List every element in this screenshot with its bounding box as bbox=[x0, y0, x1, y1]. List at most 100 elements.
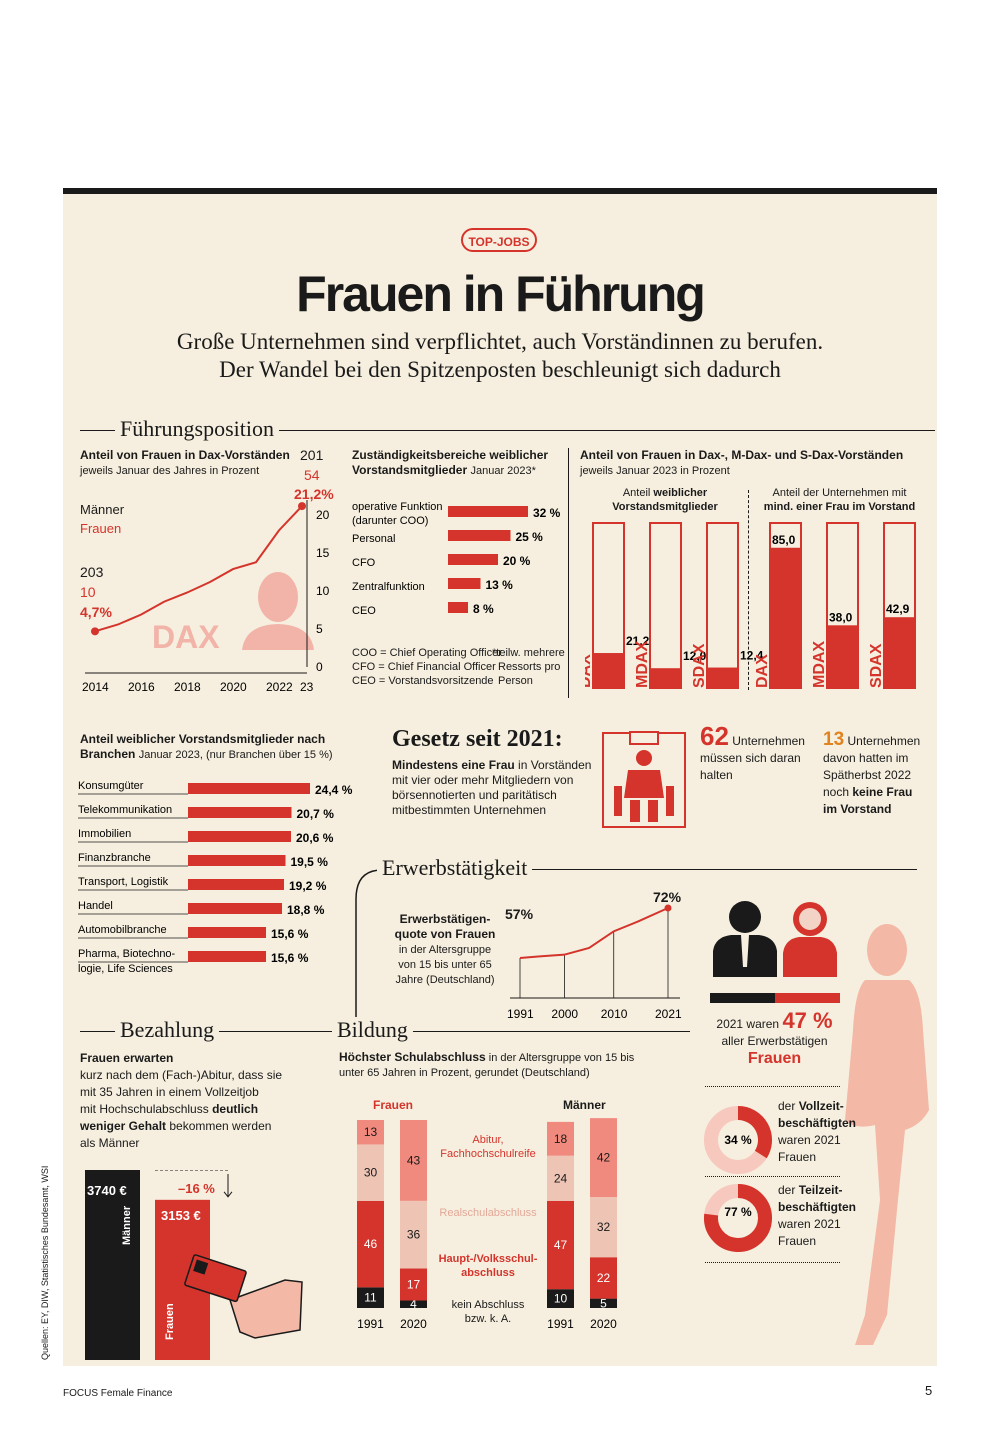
section-rule-bildung bbox=[360, 1031, 690, 1032]
count-62-text-2: müssen sich daran bbox=[700, 751, 801, 765]
index-bar bbox=[770, 547, 801, 688]
left-heading-b: weiblicher bbox=[653, 487, 708, 499]
dax-icon-label: DAX bbox=[152, 619, 220, 655]
legend-women: Frauen bbox=[80, 521, 122, 536]
erwerb-label-4: von 15 bis unter 65 bbox=[398, 959, 492, 971]
dax-y-tick: 10 bbox=[316, 584, 330, 598]
section-title-erwerb: Erwerbstätigkeit bbox=[377, 855, 533, 881]
bildung-segment-label: 46 bbox=[364, 1237, 378, 1251]
bezahlung-text-6: weniger Gehalt bbox=[80, 1119, 167, 1133]
section-rule-erwerb bbox=[380, 869, 917, 870]
erwerb-label-1: Erwerbstätigen- bbox=[399, 912, 491, 926]
salary-diff: –16 % bbox=[178, 1181, 215, 1196]
index-bar bbox=[650, 668, 681, 688]
bildung-stacked-chart: 11 46 30 13 1991 4 17 36 43 2020 10 47 24 18 1991 5 22 32… bbox=[357, 1118, 617, 1331]
bildung-segment bbox=[400, 1200, 427, 1269]
salary-chart bbox=[85, 1170, 303, 1360]
bildung-segment bbox=[547, 1289, 574, 1308]
gesetz-bold: Mindestens eine Frau bbox=[392, 758, 515, 772]
branchen-value-label: 20,7 % bbox=[297, 807, 335, 821]
people-icon bbox=[710, 901, 840, 1003]
left-heading-c: Vorstandsmitglieder bbox=[612, 501, 718, 513]
men-salary-value: 3740 € bbox=[87, 1183, 127, 1198]
right-heading-b: mind. einer Frau im Vorstand bbox=[763, 501, 916, 513]
vollzeit-text: der Vollzeit- beschäftigten waren 2021 F… bbox=[778, 1098, 856, 1166]
bezahlung-text-1: Frauen erwarten bbox=[80, 1051, 174, 1065]
bildung-women-label: Frauen bbox=[373, 1098, 414, 1112]
dax-x-tick: 2018 bbox=[174, 680, 201, 694]
vollzeit-text-2: Vollzeit- bbox=[798, 1099, 844, 1113]
index-bar-frame bbox=[649, 522, 682, 689]
erwerb-x-tick: 2010 bbox=[601, 1007, 628, 1021]
branchen-bar bbox=[188, 879, 284, 890]
branchen-category-label: Finanzbranche bbox=[78, 852, 151, 864]
index-category-label: DAX bbox=[585, 654, 594, 688]
bezahlung-text-8: als Männer bbox=[80, 1136, 140, 1150]
teilzeit-text-4: waren 2021 bbox=[778, 1217, 841, 1231]
erwerb-women-line bbox=[519, 907, 669, 959]
bildung-segment bbox=[357, 1287, 384, 1308]
resp-value-label: 32 % bbox=[533, 506, 561, 520]
dax-y-tick: 20 bbox=[316, 508, 330, 522]
branchen-category-label: Transport, Logistik bbox=[78, 876, 169, 888]
teilzeit-pct: 77 % bbox=[724, 1205, 752, 1219]
branchen-bar-chart: Konsumgüter 24,4 % Telekommunikation 20,7 %… bbox=[78, 780, 353, 975]
dax-y-tick: 15 bbox=[316, 546, 330, 560]
bildung-segment-label: 32 bbox=[597, 1220, 611, 1234]
bildung-segment bbox=[400, 1300, 427, 1308]
teilzeit-text-3: beschäftigten bbox=[778, 1200, 857, 1214]
branchen-bar bbox=[188, 903, 282, 914]
branchen-value-label: 24,4 % bbox=[315, 783, 353, 797]
branchen-category-label: Automobilbranche bbox=[78, 924, 167, 936]
erwerb-x-tick: 2000 bbox=[551, 1007, 578, 1021]
branchen-value-label: 19,2 % bbox=[289, 879, 327, 893]
resp-bar bbox=[448, 602, 468, 613]
bildung-segment-label: 30 bbox=[364, 1166, 378, 1180]
column-divider bbox=[568, 448, 569, 698]
index-divider bbox=[748, 490, 749, 690]
bildung-x-tick: 1991 bbox=[357, 1317, 384, 1331]
index-category-label: DAX bbox=[754, 654, 771, 688]
bildung-segment bbox=[590, 1257, 617, 1299]
branchen-bar bbox=[188, 927, 266, 938]
dax-end-men: 201 bbox=[300, 447, 324, 463]
bildung-segment bbox=[590, 1197, 617, 1258]
dax-x-tick: 2016 bbox=[128, 680, 155, 694]
teilzeit-text-5: Frauen bbox=[778, 1234, 817, 1248]
index-value-label: 12,4 bbox=[740, 649, 764, 663]
share-divider bbox=[705, 1086, 840, 1087]
teilzeit-donut: 77 % bbox=[704, 1184, 772, 1252]
cat-abitur-1: Abitur, bbox=[472, 1134, 504, 1146]
dax-person-icon bbox=[242, 572, 314, 650]
resp-title: Zuständigkeitsbereiche weiblicher Vorsta… bbox=[352, 448, 549, 477]
count-62-block: 62 Unternehmen müssen sich daran halten bbox=[700, 723, 810, 784]
section-title-fuehrung: Führungsposition bbox=[115, 416, 280, 442]
dax-y-tick: 5 bbox=[316, 622, 323, 636]
erwerb-label-5: Jahre (Deutschland) bbox=[395, 974, 495, 986]
legend-men: Männer bbox=[80, 502, 125, 517]
branchen-category-label: Immobilien bbox=[78, 828, 131, 840]
sources-text: Quellen: EY, DIW, Statistisches Bundesam… bbox=[40, 1165, 50, 1360]
dax-start-men: 203 bbox=[80, 564, 104, 580]
cat-abitur-2: Fachhochschulreife bbox=[440, 1148, 536, 1160]
bildung-subtitle-2: unter 65 Jahren in Prozent, gerundet (De… bbox=[339, 1067, 590, 1079]
left-heading-a: Anteil bbox=[622, 487, 654, 499]
resp-value-label: 8 % bbox=[473, 602, 494, 616]
resp-bar bbox=[448, 578, 481, 589]
bildung-men-label: Männer bbox=[563, 1098, 606, 1112]
branchen-category-label: Konsumgüter bbox=[78, 780, 144, 792]
bildung-segment-label: 42 bbox=[597, 1151, 611, 1165]
resp-heading: Zuständigkeitsbereiche weiblicher Vorsta… bbox=[352, 448, 567, 478]
vollzeit-text-4: waren 2021 bbox=[778, 1133, 841, 1147]
bezahlung-text-4: mit Hochschulabschluss bbox=[80, 1102, 213, 1116]
count-62-text-3: halten bbox=[700, 768, 733, 782]
cat-abitur: Abitur, Fachhochschulreife bbox=[433, 1133, 543, 1161]
cat-kein-1: kein Abschluss bbox=[451, 1299, 525, 1311]
resp-bar-chart: operative Funktion (darunter COO) 32 % Pers… bbox=[352, 501, 561, 617]
man-icon bbox=[713, 901, 777, 977]
woman-icon bbox=[783, 902, 837, 977]
index-category-label: MDAX bbox=[811, 641, 828, 688]
money-hand-icon bbox=[184, 1254, 303, 1339]
bildung-segment-label: 17 bbox=[407, 1278, 421, 1292]
cat-kein-2: bzw. k. A. bbox=[464, 1313, 512, 1325]
